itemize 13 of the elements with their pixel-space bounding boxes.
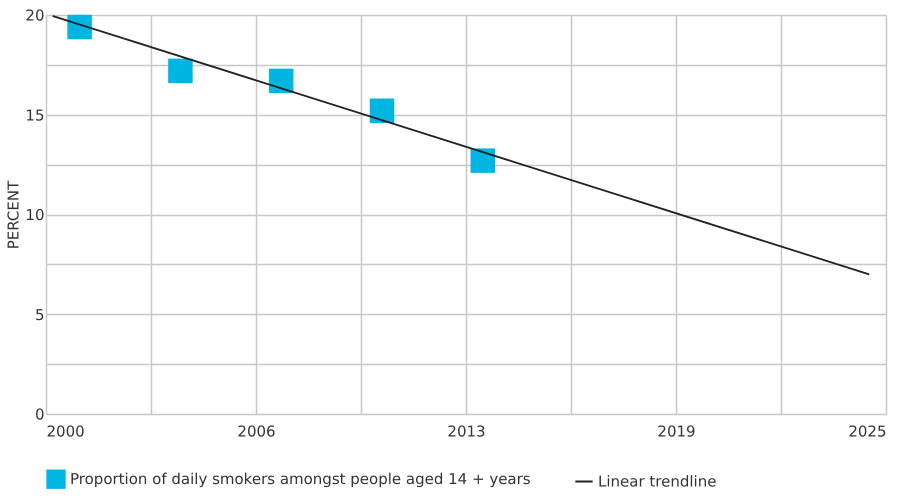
y-axis-title: PERCENT	[4, 180, 22, 250]
x-tick-label: 2025	[848, 422, 886, 440]
x-tick-label: 2013	[447, 422, 486, 440]
y-tick-label: 10	[25, 206, 44, 224]
y-tick-label: 0	[34, 406, 44, 424]
y-tick-label: 5	[34, 306, 44, 324]
legend-label: Proportion of daily smokers amongst people aged 14 + years	[70, 470, 531, 488]
y-tick-label: 20	[25, 6, 44, 24]
y-tick-label: 15	[25, 106, 44, 124]
legend-label: Linear trendline	[598, 472, 716, 490]
x-tick-label: 2000	[46, 422, 85, 440]
x-tick-label: 2019	[657, 422, 696, 440]
x-tick-label: 2006	[237, 422, 276, 440]
